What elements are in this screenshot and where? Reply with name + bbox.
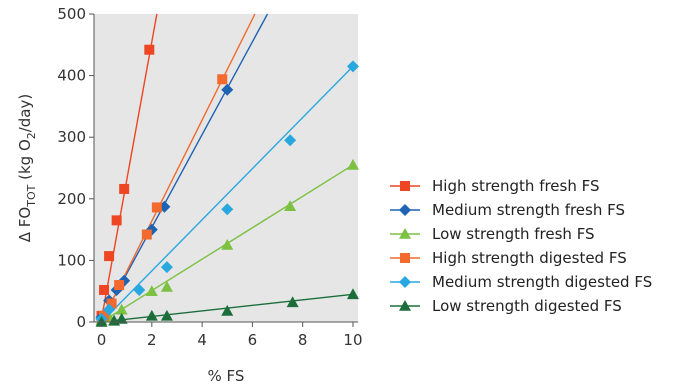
- axes: [93, 14, 358, 323]
- x-tick-label: 4: [197, 331, 207, 349]
- data-point-series-5: [346, 60, 359, 73]
- data-point-series-5: [103, 303, 116, 316]
- legend-item: Medium strength fresh FS: [390, 201, 625, 219]
- data-point-series-3: [145, 285, 158, 296]
- y-axis-ticks: 0 100 200 300 400 500: [57, 5, 94, 331]
- y-tick-label: 500: [57, 5, 86, 23]
- data-point-series-1: [99, 284, 110, 295]
- data-point-series-4: [106, 298, 117, 309]
- x-tick-label: 6: [248, 331, 258, 349]
- fit-line-1: [100, 13, 158, 320]
- y-tick-label: 200: [57, 190, 86, 208]
- data-point-series-5: [160, 261, 173, 274]
- legend-item: High strength digested FS: [390, 249, 627, 267]
- plot-area: [94, 14, 358, 322]
- data-point-series-3: [221, 239, 234, 250]
- data-point-series-5: [221, 203, 234, 216]
- data-point-series-6: [115, 312, 128, 324]
- y-axis-title-subscript: TOT: [25, 184, 38, 207]
- data-point-series-2: [221, 83, 234, 96]
- data-point-series-1: [119, 183, 130, 194]
- y-tick-label: 300: [57, 128, 86, 146]
- x-axis-ticks: 0 2 4 6 8 10: [97, 322, 363, 349]
- legend-label: High strength digested FS: [432, 249, 627, 267]
- data-markers: [95, 44, 359, 327]
- legend-label: Medium strength digested FS: [432, 273, 652, 291]
- y-tick-label: 0: [76, 313, 86, 331]
- legend-marker: [400, 253, 410, 263]
- data-point-series-3: [346, 158, 359, 170]
- data-point-series-6: [145, 309, 158, 321]
- data-point-series-6: [286, 296, 299, 308]
- data-point-series-1: [111, 215, 122, 226]
- legend-item: Low strength digested FS: [390, 297, 622, 315]
- data-point-series-1: [104, 251, 115, 262]
- x-axis-title: % FS: [208, 367, 245, 385]
- legend: High strength fresh FS Medium strength fr…: [390, 177, 652, 315]
- fit-line-2: [100, 13, 269, 321]
- data-point-series-3: [115, 303, 128, 315]
- data-point-series-6: [160, 309, 173, 321]
- legend-item: Medium strength digested FS: [390, 273, 652, 291]
- y-axis-title: Δ FOTOT (kg O2/day): [16, 94, 38, 242]
- fit-line-4: [100, 13, 256, 323]
- y-axis-title-unit-subscript: 2: [25, 132, 38, 139]
- legend-item: Low strength fresh FS: [390, 225, 595, 243]
- legend-label: Medium strength fresh FS: [432, 201, 625, 219]
- data-point-series-6: [346, 288, 359, 300]
- legend-marker: [399, 276, 411, 288]
- x-tick-label: 8: [298, 331, 308, 349]
- data-point-series-5: [284, 134, 297, 147]
- data-point-series-6: [95, 316, 108, 327]
- legend-marker: [400, 181, 410, 191]
- x-tick-label: 2: [147, 331, 157, 349]
- y-tick-label: 400: [57, 67, 86, 85]
- legend-label: Low strength fresh FS: [432, 225, 595, 243]
- data-point-series-3: [160, 280, 173, 292]
- fit-line-5: [101, 65, 354, 323]
- data-point-series-3: [284, 200, 297, 211]
- legend-label: Low strength digested FS: [432, 297, 622, 315]
- legend-label: High strength fresh FS: [432, 177, 600, 195]
- legend-marker: [399, 300, 411, 311]
- y-axis-title-unit-start: (kg O: [16, 139, 34, 184]
- x-tick-label: 10: [343, 331, 362, 349]
- data-point-series-1: [144, 44, 155, 55]
- data-point-series-4: [217, 74, 228, 85]
- data-point-series-6: [221, 304, 234, 316]
- data-point-series-4: [141, 229, 152, 240]
- legend-marker: [399, 228, 411, 239]
- legend-marker: [399, 204, 411, 216]
- data-point-series-4: [114, 280, 125, 291]
- legend-item: High strength fresh FS: [390, 177, 600, 195]
- data-point-series-4: [151, 202, 162, 213]
- data-point-series-5: [133, 283, 146, 296]
- y-axis-title-unit-end: /day): [16, 94, 34, 133]
- x-tick-label: 0: [97, 331, 107, 349]
- y-axis-title-prefix: Δ FO: [16, 207, 34, 242]
- y-tick-label: 100: [57, 251, 86, 269]
